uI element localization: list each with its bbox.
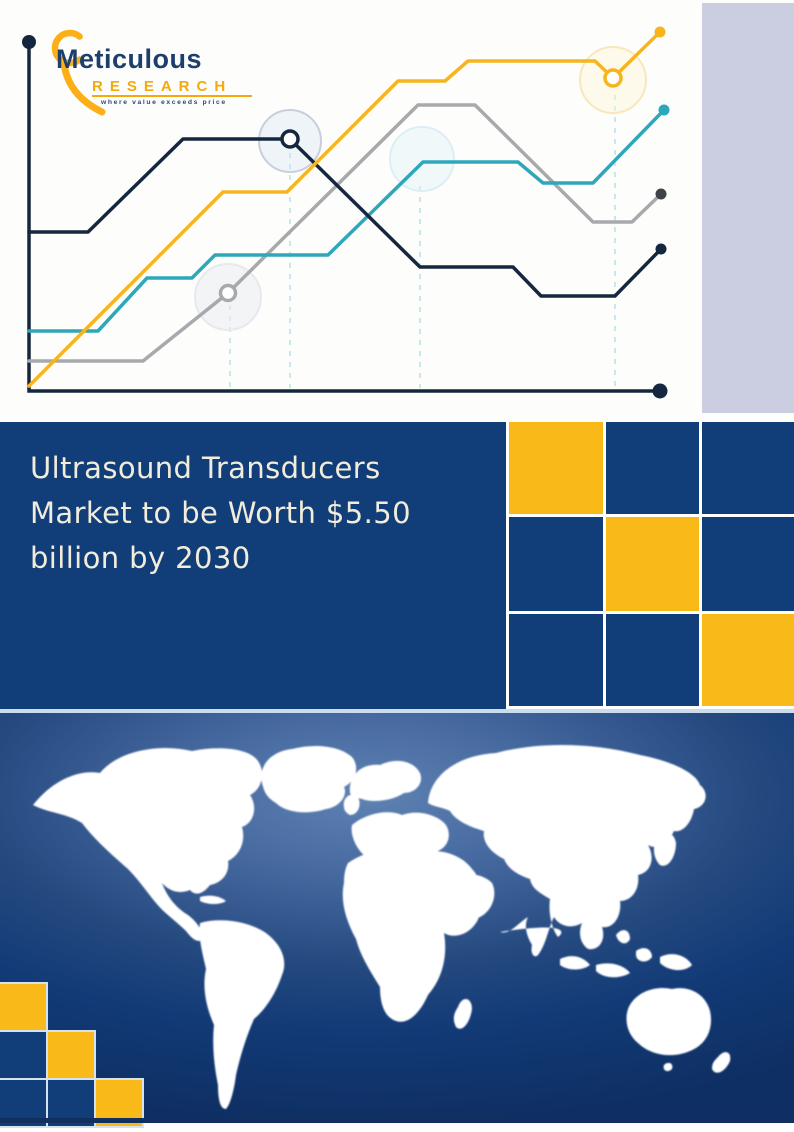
map-sumatra [560, 956, 590, 970]
map-asia [428, 744, 706, 957]
headline-section: Ultrasound Transducers Market to be Wort… [0, 422, 794, 709]
staircase-square-yellow [46, 1030, 96, 1080]
map-north-america [33, 747, 263, 942]
magnifier-icon [51, 29, 106, 116]
mosaic-cell-yellow [702, 614, 794, 706]
page-title: Ultrasound Transducers Market to be Wort… [30, 446, 411, 581]
map-madagascar [453, 998, 472, 1029]
axis-line [27, 42, 660, 393]
map-iceland [324, 768, 338, 779]
right-accent-bar [702, 3, 794, 413]
staircase-square-navy [0, 1030, 48, 1080]
open-circle-markers [218, 68, 623, 303]
map-borneo [596, 963, 630, 978]
gray-series-line [27, 103, 663, 363]
logo-division-text: RESEARCH [92, 78, 233, 95]
staircase-square-yellow [0, 982, 48, 1032]
staircase-squares [0, 982, 160, 1132]
meticulous-research-logo: Meticulous RESEARCH where value exceeds … [0, 0, 270, 130]
map-philippines [616, 930, 630, 944]
logo-tagline-text: where value exceeds price [101, 99, 227, 106]
teal-series-line [27, 108, 666, 333]
navy-series-line [27, 137, 663, 298]
map-caribbean [200, 895, 226, 904]
map-new-zealand [712, 1052, 731, 1073]
mosaic-cell-navy [606, 422, 699, 514]
series-end-dots [22, 26, 670, 399]
mosaic-cell-yellow [606, 517, 699, 611]
section-separator-line [0, 709, 794, 713]
map-new-guinea [660, 954, 692, 971]
decorative-line-chart [22, 26, 670, 399]
map-africa [342, 848, 479, 1022]
page-title-line2: Market to be Worth $5.50 [30, 496, 411, 530]
map-arabia [451, 874, 495, 920]
bottom-edge-strip [0, 1118, 794, 1123]
decorative-chart-section: Meticulous RESEARCH where value exceeds … [0, 0, 794, 422]
map-japan [653, 832, 676, 866]
map-uk [343, 794, 360, 815]
page-title-line1: Ultrasound Transducers [30, 451, 381, 485]
map-tasmania [663, 1062, 673, 1072]
mosaic-cell-navy [509, 517, 603, 611]
logo-brand-text: Meticulous [56, 44, 203, 74]
world-map-section [0, 713, 794, 1128]
map-sulawesi [636, 948, 652, 962]
mosaic-cell-navy [702, 422, 794, 514]
map-australia [626, 987, 712, 1056]
mosaic-cell-yellow [509, 422, 603, 514]
mosaic-grid [506, 422, 794, 709]
mosaic-cell-navy [606, 614, 699, 706]
map-scandinavia [349, 760, 422, 801]
logo-underline [92, 95, 252, 97]
world-map [33, 744, 731, 1109]
mosaic-cell-navy [702, 517, 794, 611]
mosaic-cell-navy [509, 614, 603, 706]
map-greenland [261, 745, 357, 813]
page-title-line3: billion by 2030 [30, 541, 251, 575]
map-south-america [199, 920, 285, 1109]
